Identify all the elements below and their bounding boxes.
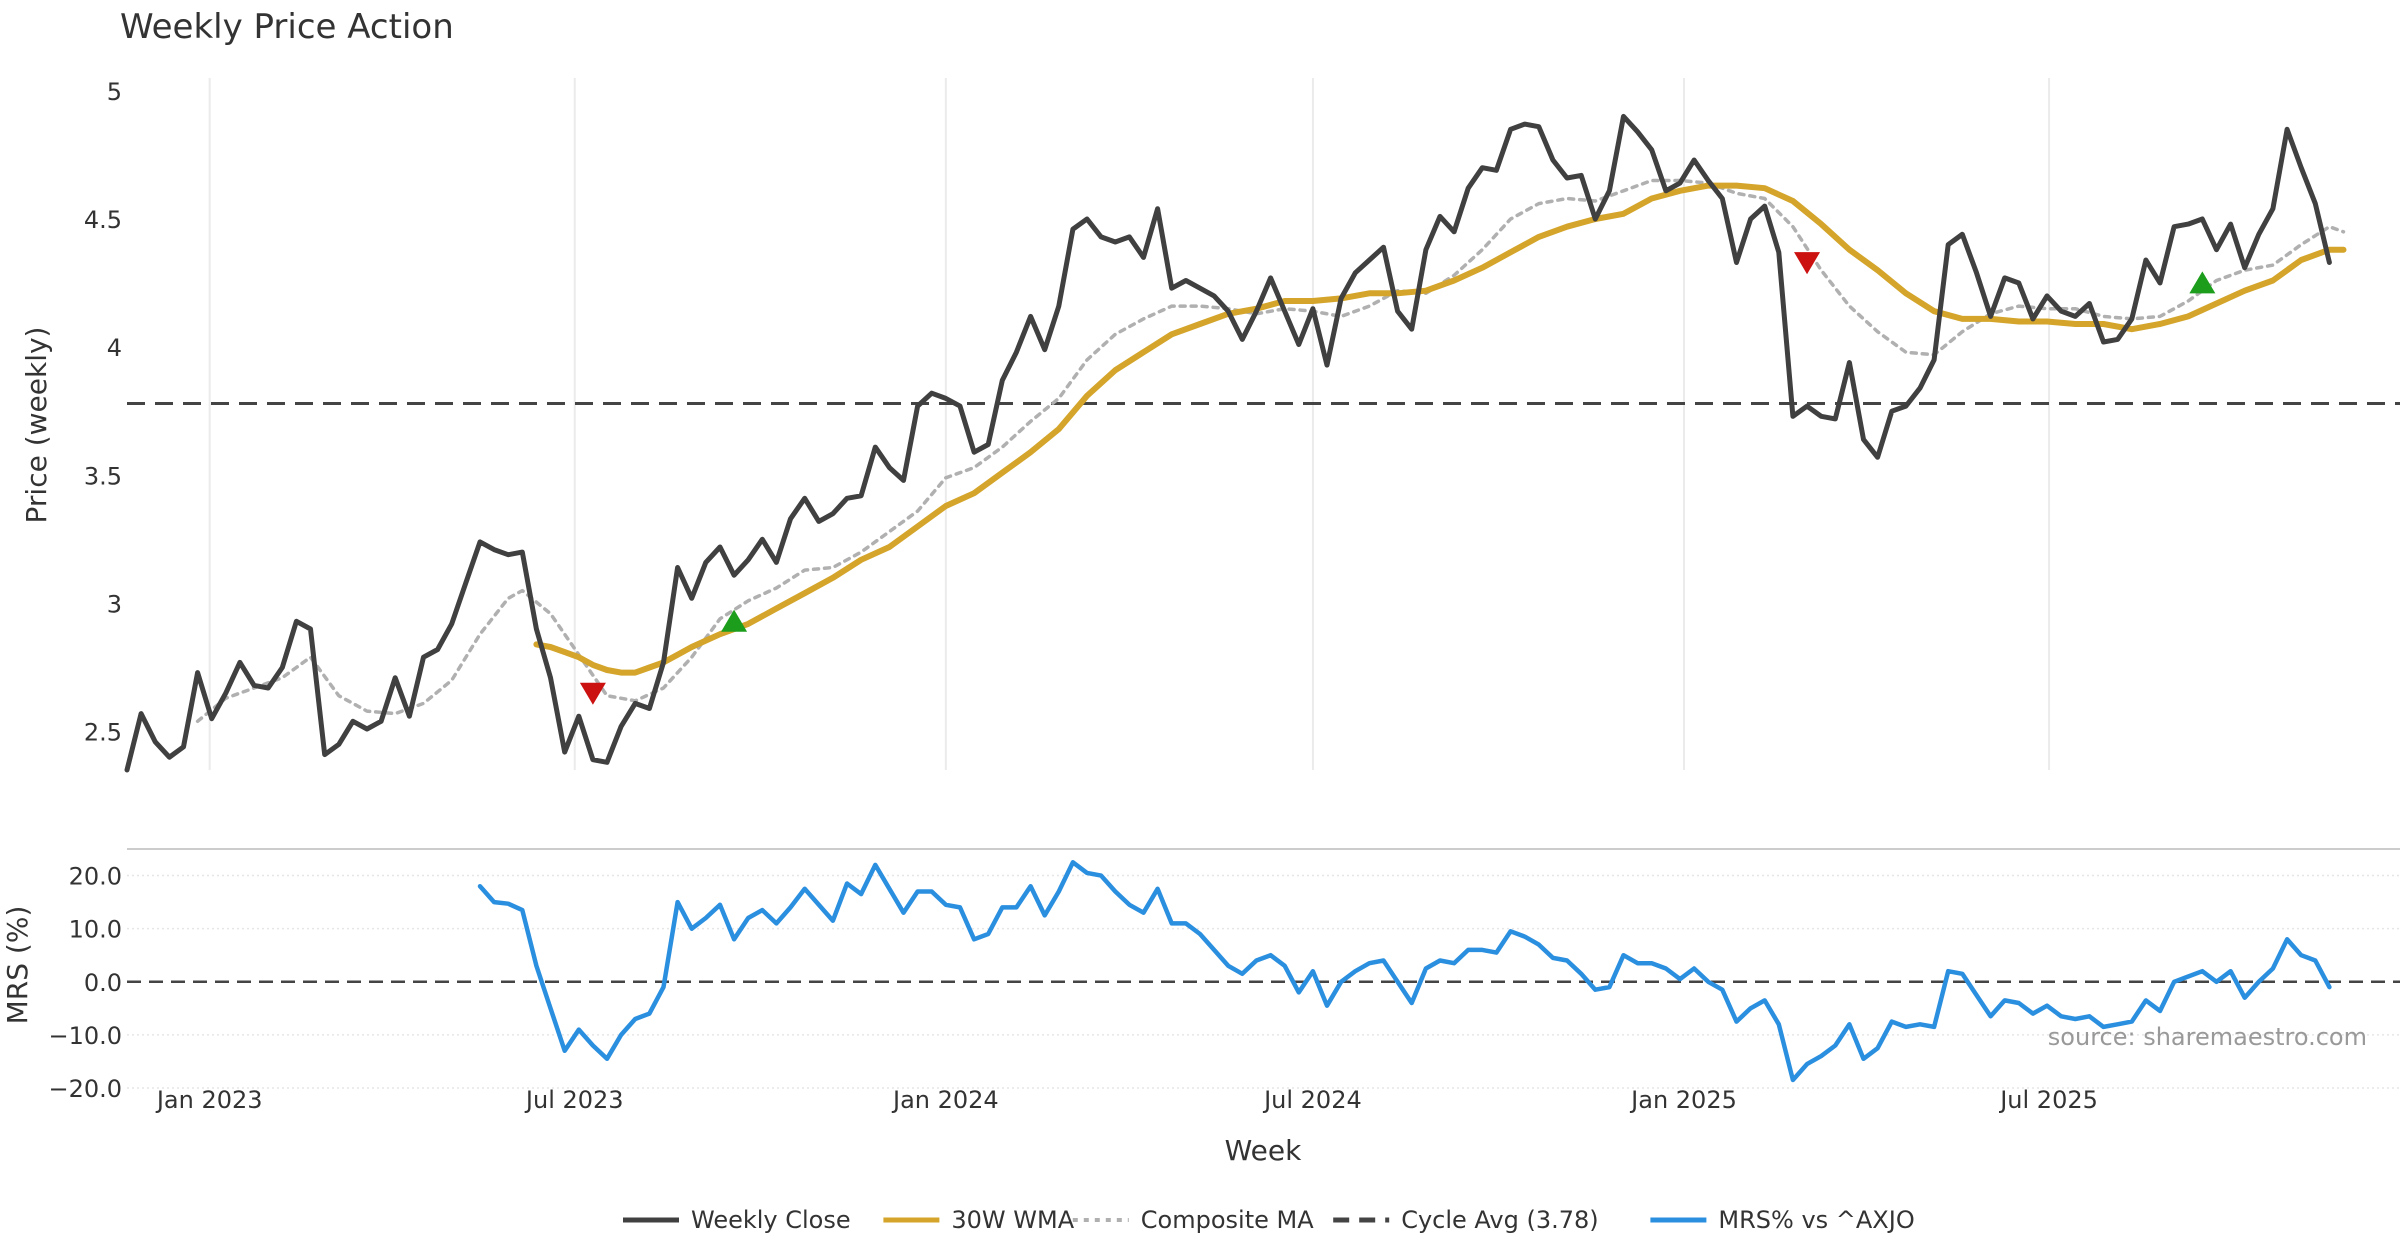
price-y-ticks: 2.5 3 3.5 4 4.5 5	[84, 78, 122, 747]
legend-item-label: Cycle Avg (3.78)	[1401, 1206, 1598, 1234]
x-tick-label: Jan 2024	[891, 1086, 999, 1114]
mrs-y-tick-label: −20.0	[48, 1075, 122, 1103]
price-y-tick-label: 5	[107, 78, 122, 106]
mrs-y-ticks: 20.0 10.0 0.0 −10.0 −20.0	[48, 863, 122, 1103]
x-axis-title: Week	[1225, 1134, 1302, 1167]
sell-signal-marker	[1794, 252, 1821, 275]
composite-ma-line	[195, 178, 2346, 724]
price-panel: 2.5 3 3.5 4 4.5 5	[84, 78, 2400, 773]
mrs-y-tick-label: −10.0	[48, 1022, 122, 1050]
legend-item-label: Weekly Close	[691, 1206, 851, 1234]
sell-signal-marker	[579, 682, 606, 705]
x-tick-label: Jul 2023	[524, 1086, 624, 1114]
price-y-tick-label: 4	[107, 334, 122, 362]
mrs-y-axis-title: MRS (%)	[1, 906, 34, 1025]
price-y-axis-title: Price (weekly)	[20, 327, 53, 524]
30w-wma-line	[533, 182, 2347, 676]
buy-signal-marker	[2189, 271, 2216, 294]
source-text: source: sharemaestro.com	[2048, 1023, 2367, 1051]
signal-markers	[579, 252, 2216, 705]
mrs-y-tick-label: 0.0	[84, 969, 122, 997]
legend-item-label: Composite MA	[1141, 1206, 1314, 1234]
x-tick-label: Jan 2025	[1629, 1086, 1737, 1114]
buy-signal-marker	[721, 609, 748, 632]
mrs-line	[477, 860, 2332, 1083]
mrs-y-tick-label: 10.0	[69, 916, 122, 944]
price-y-tick-label: 3	[107, 590, 122, 618]
weekly-close-line	[124, 113, 2332, 773]
price-grid	[208, 78, 2051, 770]
x-tick-label: Jul 2024	[1262, 1086, 1362, 1114]
x-tick-label: Jan 2023	[155, 1086, 263, 1114]
mrs-y-tick-label: 20.0	[69, 863, 122, 891]
legend-item-label: MRS% vs ^AXJO	[1718, 1206, 1914, 1234]
price-y-tick-label: 4.5	[84, 206, 122, 234]
price-y-tick-label: 2.5	[84, 719, 122, 747]
mrs-grid	[127, 874, 2400, 1089]
mrs-series	[477, 860, 2332, 1083]
price-y-tick-label: 3.5	[84, 462, 122, 490]
x-tick-label: Jul 2025	[1998, 1086, 2098, 1114]
legend-item-label: 30W WMA	[951, 1206, 1074, 1234]
price-series	[124, 113, 2347, 773]
chart-legend: Weekly Close 30W WMA Composite MA Cycle Avg…	[623, 1206, 1915, 1234]
mrs-panel: 20.0 10.0 0.0 −10.0 −20.0	[48, 848, 2400, 1103]
chart-title: Weekly Price Action	[120, 7, 454, 47]
x-ticks: Jan 2023 Jul 2023 Jan 2024 Jul 2024 Jan 2025…	[155, 1086, 2098, 1114]
